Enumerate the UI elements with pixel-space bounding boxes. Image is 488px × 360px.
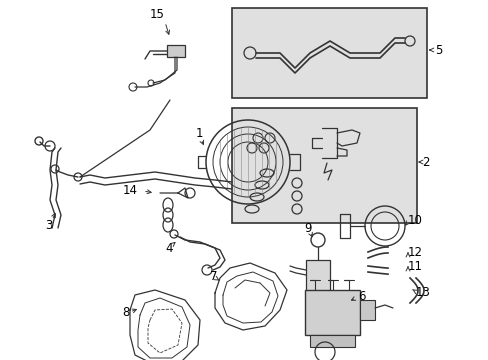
Bar: [231, 108, 416, 223]
Bar: [305, 260, 329, 298]
Text: 5: 5: [434, 44, 442, 57]
Text: 14: 14: [123, 184, 138, 197]
Text: 7: 7: [209, 270, 217, 284]
Text: 15: 15: [150, 8, 164, 21]
Bar: [305, 290, 359, 335]
Bar: [309, 335, 354, 347]
Text: 10: 10: [407, 213, 422, 226]
Text: 12: 12: [407, 246, 422, 258]
Text: 8: 8: [122, 306, 129, 319]
Text: 9: 9: [304, 221, 311, 234]
Text: 3: 3: [45, 219, 52, 231]
Bar: [167, 45, 184, 57]
Text: 1: 1: [196, 126, 203, 140]
Bar: [231, 8, 426, 98]
Text: 11: 11: [407, 260, 422, 273]
Text: 13: 13: [415, 285, 430, 298]
Text: 6: 6: [357, 289, 365, 302]
Bar: [359, 300, 374, 320]
Text: 4: 4: [164, 242, 172, 255]
Text: 2: 2: [421, 156, 428, 168]
